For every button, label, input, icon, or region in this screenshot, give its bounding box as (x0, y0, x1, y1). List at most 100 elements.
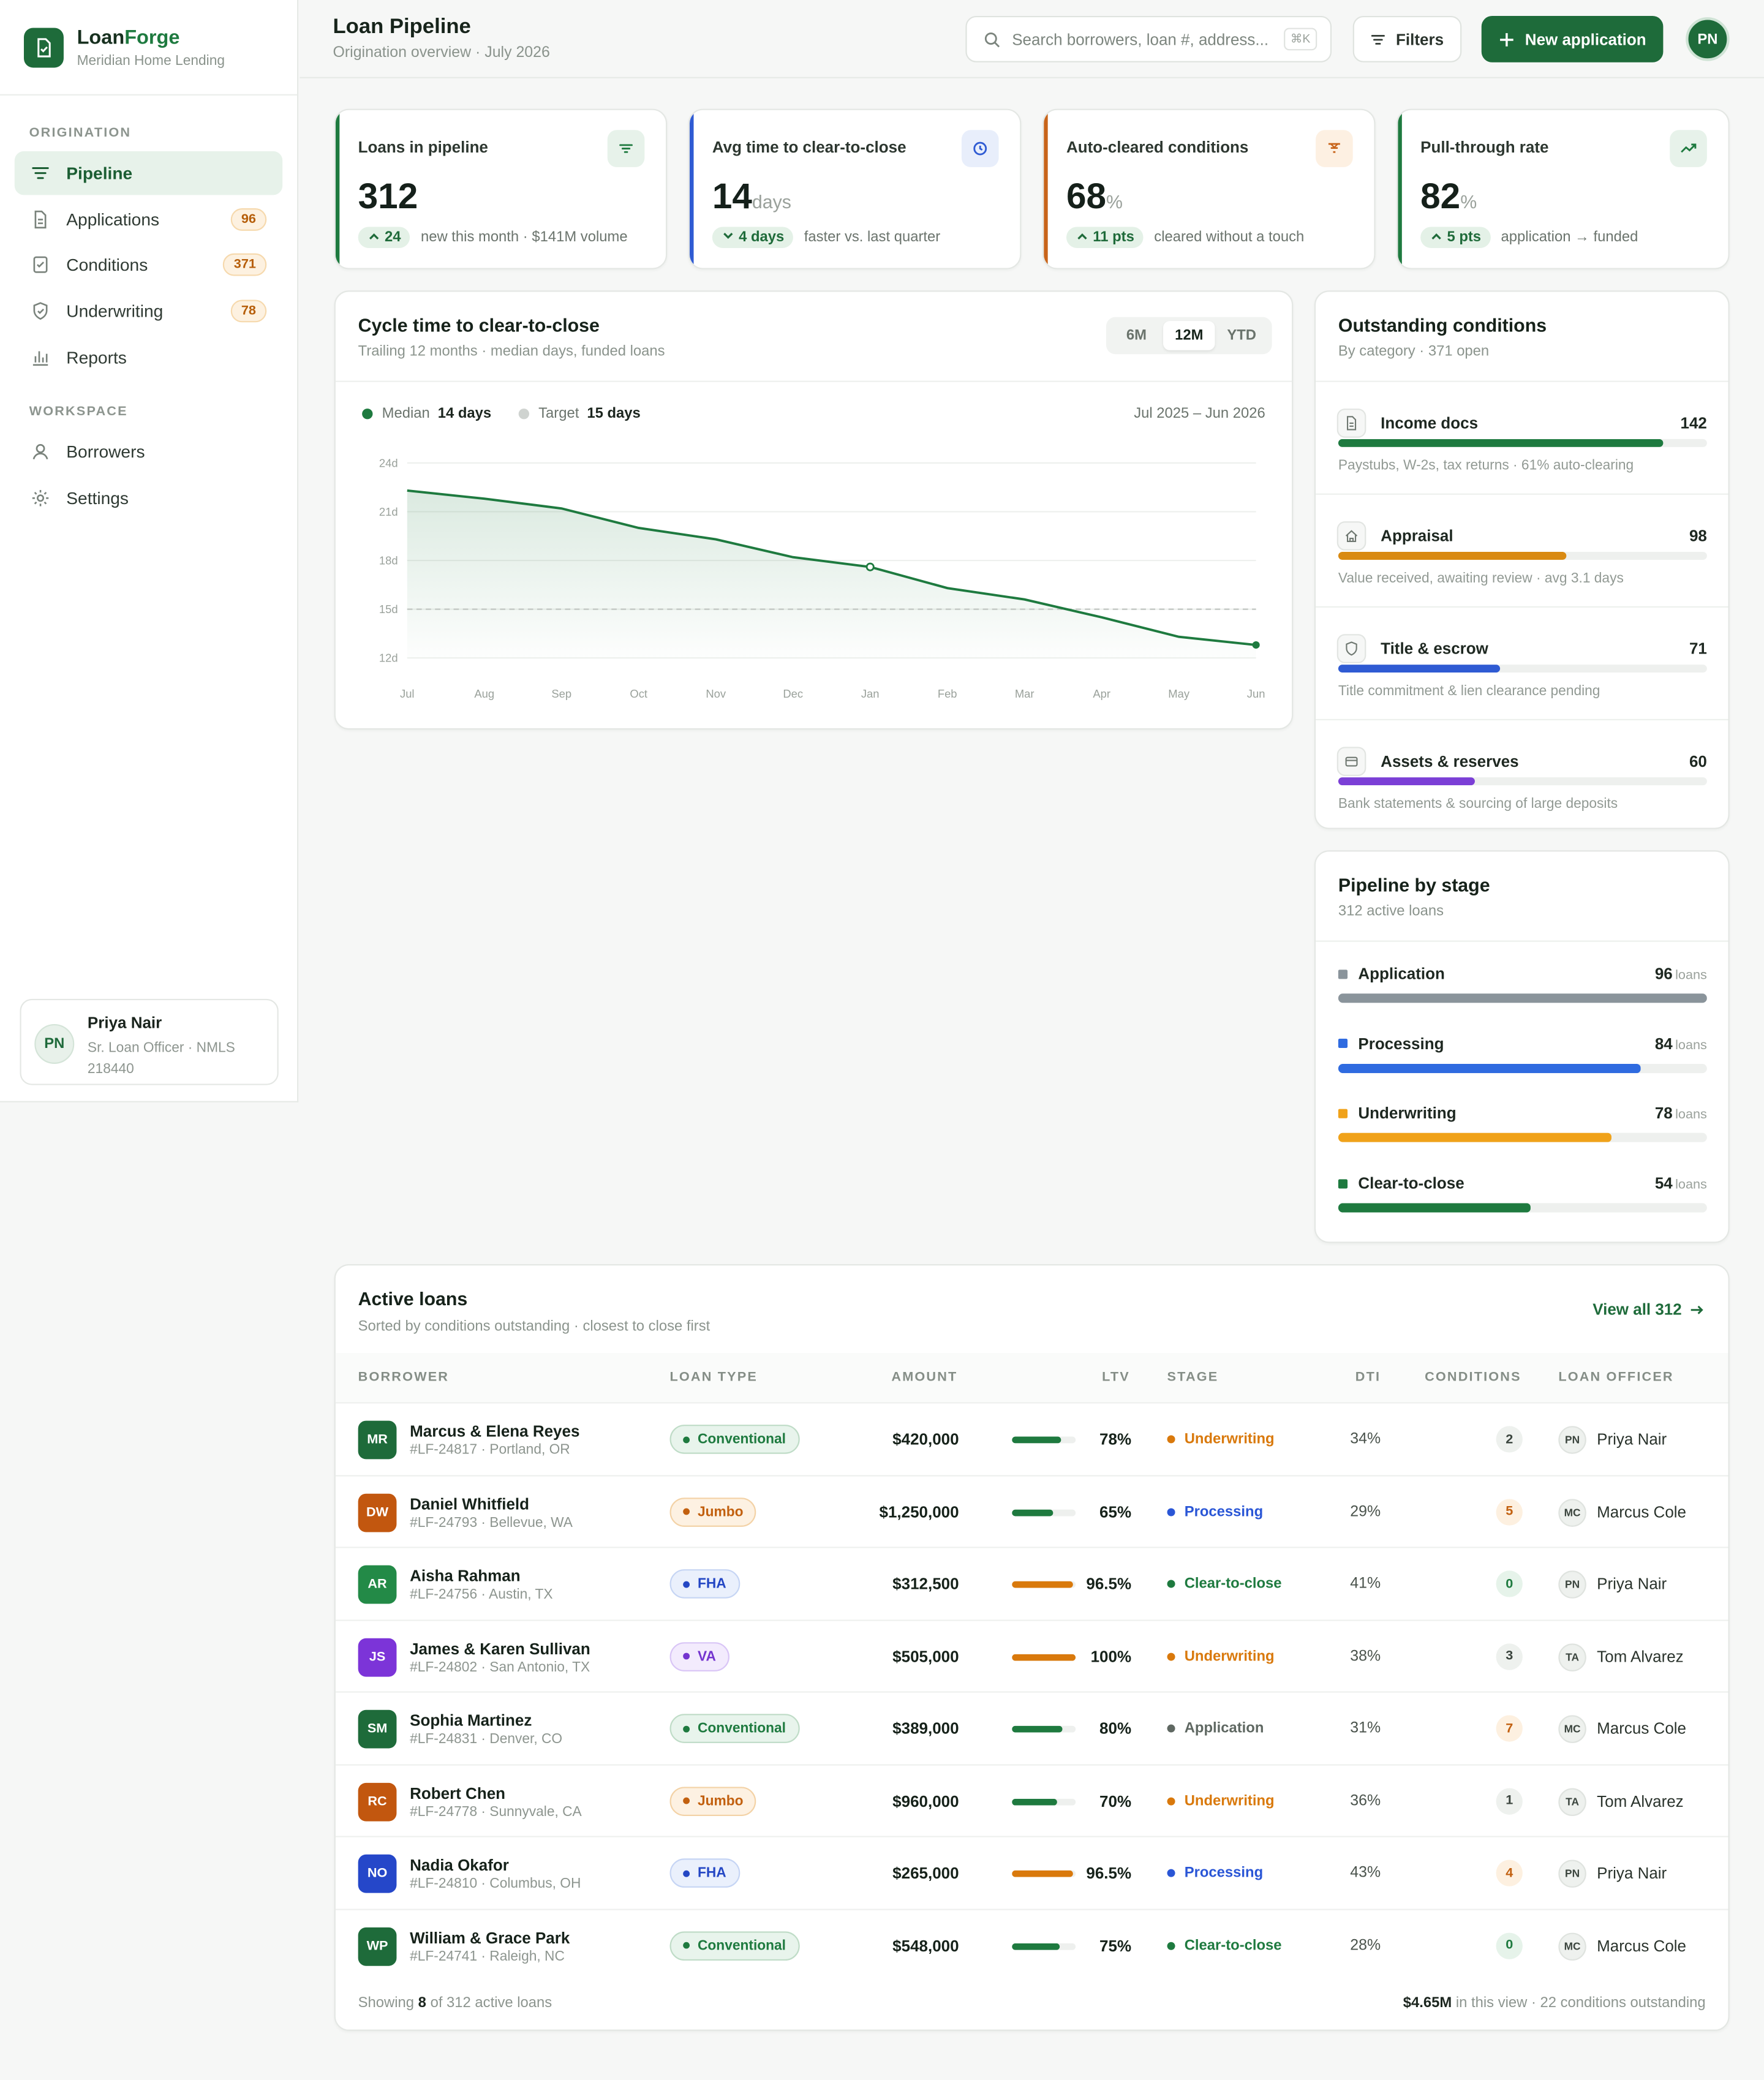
column-header[interactable]: AMOUNT (891, 1370, 958, 1385)
footer-total: $4.65M (1403, 1995, 1452, 2011)
divider (1316, 493, 1728, 495)
table-row[interactable]: NO Nadia Okafor #LF-24810 · Columbus, OH… (335, 1836, 1728, 1907)
logo-icon (23, 27, 64, 67)
officer-avatar: PN (1558, 1426, 1586, 1454)
borrower-name[interactable]: Nadia Okafor (410, 1855, 509, 1875)
table-row[interactable]: SM Sophia Martinez #LF-24831 · Denver, C… (335, 1691, 1728, 1763)
user-card[interactable]: PN Priya Nair Sr. Loan Officer · NMLS 21… (20, 998, 279, 1085)
stage-row[interactable]: Processing 84 loans (1316, 1034, 1728, 1104)
filters-button[interactable]: Filters (1352, 15, 1462, 62)
condition-row[interactable]: Appraisal 98 Value received, awaiting re… (1316, 494, 1728, 605)
sidebar-item-pipeline[interactable]: Pipeline (14, 151, 283, 195)
table-row[interactable]: RC Robert Chen #LF-24778 · Sunnyvale, CA… (335, 1763, 1728, 1835)
stage-row[interactable]: Underwriting 78 loans (1316, 1104, 1728, 1174)
table-row[interactable]: WP William & Grace Park #LF-24741 · Rale… (335, 1908, 1728, 1980)
borrower-avatar: NO (358, 1854, 397, 1893)
search-icon (984, 32, 1000, 47)
table-row[interactable]: JS James & Karen Sullivan #LF-24802 · Sa… (335, 1619, 1728, 1690)
column-header[interactable]: LOAN OFFICER (1558, 1370, 1674, 1385)
loan-amount: $389,000 (892, 1719, 959, 1738)
filter-icon (1371, 34, 1385, 44)
sidebar-item-applications[interactable]: Applications 96 (15, 198, 282, 241)
delta-note: cleared without a touch (1154, 229, 1305, 246)
stage-name: Clear-to-close (1338, 1174, 1464, 1193)
sidebar-item-label: Pipeline (66, 163, 133, 183)
shortcut-hint: ⌘K (1284, 28, 1317, 51)
table-row[interactable]: AR Aisha Rahman #LF-24756 · Austin, TX F… (335, 1547, 1728, 1618)
stat-card[interactable]: Auto-cleared conditions 68% 11 pts cleare… (1042, 108, 1376, 269)
loan-type-tag: FHA (669, 1569, 740, 1599)
sidebar-item-reports[interactable]: Reports (15, 336, 282, 379)
borrower-name[interactable]: Robert Chen (410, 1783, 506, 1803)
borrower-avatar: WP (358, 1926, 397, 1965)
profile-avatar[interactable]: PN (1686, 17, 1730, 61)
table-row[interactable]: DW Daniel Whitfield #LF-24793 · Bellevue… (335, 1474, 1728, 1546)
legend-label: Target (538, 405, 579, 422)
condition-count: 142 (1680, 413, 1707, 433)
stage-swatch (1338, 1039, 1348, 1049)
sidebar-item-conditions[interactable]: Conditions 371 (15, 243, 282, 286)
search-input[interactable]: Search borrowers, loan #, address... ⌘K (965, 15, 1332, 62)
borrower-name[interactable]: William & Grace Park (410, 1927, 570, 1947)
column-header[interactable]: BORROWER (358, 1370, 450, 1385)
officer-name: Priya Nair (1597, 1863, 1667, 1883)
column-header[interactable]: DTI (1355, 1370, 1381, 1385)
sidebar-item-settings[interactable]: Settings (15, 477, 282, 520)
count-badge: 371 (223, 253, 267, 276)
loan-id: #LF-24810 · Columbus, OH (410, 1875, 581, 1892)
x-tick-label: Aug (474, 687, 494, 700)
stage-bar (1338, 1133, 1707, 1143)
avatar: PN (34, 1023, 75, 1064)
borrower-name[interactable]: Sophia Martinez (410, 1711, 532, 1730)
sidebar-item-borrowers[interactable]: Borrowers (15, 430, 282, 473)
table-row[interactable]: MR Marcus & Elena Reyes #LF-24817 · Port… (335, 1402, 1728, 1474)
chart-period: Jul 2025 – Jun 2026 (1134, 405, 1265, 422)
condition-row[interactable]: Title & escrow 71 Title commitment & lie… (1316, 606, 1728, 718)
ltv-bar-fill (1012, 1436, 1062, 1444)
stat-card[interactable]: Avg time to clear-to-close 14days 4 days… (688, 108, 1022, 269)
officer-avatar: MC (1558, 1932, 1586, 1960)
column-header[interactable]: LTV (1102, 1370, 1130, 1385)
plus-icon (1499, 32, 1513, 46)
stat-label: Avg time to clear-to-close (712, 138, 907, 157)
stat-card[interactable]: Pull-through rate 82% 5 pts application →… (1396, 108, 1730, 269)
wallet-icon (1336, 747, 1366, 776)
view-all-link[interactable]: View all 312 (1593, 1300, 1704, 1319)
condition-count: 71 (1689, 639, 1707, 658)
borrower-name[interactable]: James & Karen Sullivan (410, 1638, 590, 1658)
condition-row[interactable]: Assets & reserves 60 Bank statements & s… (1316, 719, 1728, 831)
column-header[interactable]: LOAN TYPE (669, 1370, 758, 1385)
funnel-icon (1316, 130, 1353, 167)
ltv-bar (1012, 1509, 1076, 1516)
range-6m[interactable]: 6M (1126, 327, 1147, 344)
legend-value: 15 days (587, 405, 641, 422)
condition-description: Bank statements & sourcing of large depo… (1338, 796, 1618, 812)
stage-status: Processing (1167, 1865, 1263, 1881)
loan-amount: $1,250,000 (879, 1502, 959, 1521)
borrower-name[interactable]: Aisha Rahman (410, 1566, 521, 1586)
column-header[interactable]: CONDITIONS (1425, 1370, 1521, 1385)
active-loans-card: Active loans Sorted by conditions outsta… (334, 1264, 1730, 2031)
range-ytd[interactable]: YTD (1227, 327, 1257, 344)
officer-name: Marcus Cole (1597, 1719, 1687, 1738)
loan-type-tag: Jumbo (669, 1497, 757, 1526)
borrower-name[interactable]: Marcus & Elena Reyes (410, 1422, 580, 1441)
brand[interactable]: LoanForge Meridian Home Lending (0, 0, 298, 96)
stage-row[interactable]: Clear-to-close 54 loans (1316, 1174, 1728, 1243)
stat-card[interactable]: Loans in pipeline 312 24 new this month ·… (334, 108, 668, 269)
range-12m[interactable]: 12M (1163, 321, 1216, 350)
condition-row[interactable]: Income docs 142 Paystubs, W-2s, tax retu… (1316, 381, 1728, 492)
x-tick-label: Oct (630, 687, 647, 700)
dti-value: 36% (1350, 1793, 1381, 1809)
stat-value: 14days (712, 176, 791, 217)
borrower-name[interactable]: Daniel Whitfield (410, 1494, 529, 1513)
officer-name: Tom Alvarez (1597, 1791, 1684, 1811)
search-placeholder: Search borrowers, loan #, address... (1012, 29, 1269, 49)
ltv-value: 75% (1099, 1935, 1132, 1955)
conditions-count: 5 (1496, 1498, 1523, 1525)
delta-pill: 11 pts (1066, 227, 1144, 249)
new-application-button[interactable]: New application (1481, 15, 1664, 62)
stage-row[interactable]: Application 96 loans (1316, 965, 1728, 1034)
sidebar-item-underwriting[interactable]: Underwriting 78 (15, 289, 282, 333)
column-header[interactable]: STAGE (1167, 1370, 1219, 1385)
